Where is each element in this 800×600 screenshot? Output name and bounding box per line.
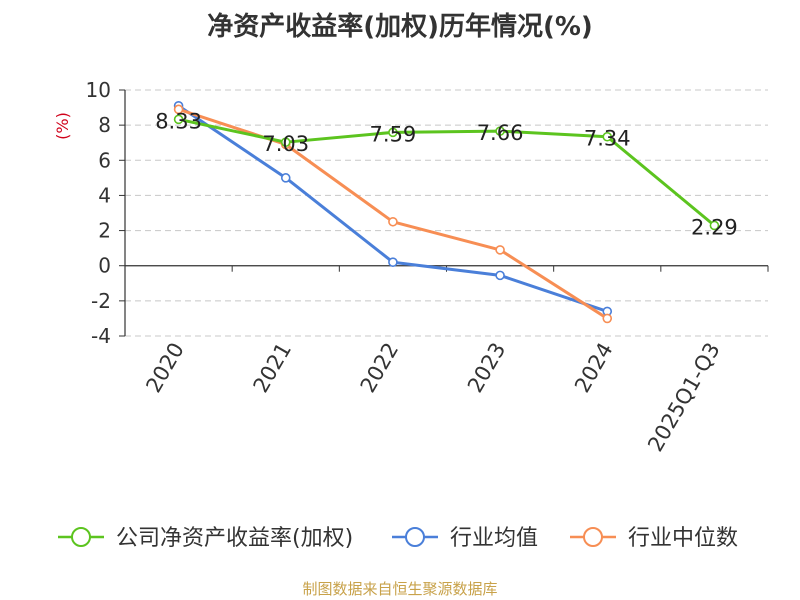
x-tick-label: 2022 xyxy=(356,339,404,397)
data-label: 2.29 xyxy=(691,215,738,239)
x-tick-label: 2021 xyxy=(249,339,297,397)
series-line xyxy=(178,117,716,227)
data-point xyxy=(495,270,505,281)
data-point xyxy=(602,313,613,324)
x-tick-label: 2023 xyxy=(463,339,511,397)
y-tick-label: -4 xyxy=(91,324,111,348)
data-label: 7.34 xyxy=(584,127,631,151)
legend-marker xyxy=(71,527,91,547)
y-tick-label: 2 xyxy=(98,219,111,243)
legend-marker xyxy=(405,527,425,547)
y-tick-label: 8 xyxy=(98,113,111,137)
grid-lines xyxy=(125,89,768,337)
data-point xyxy=(495,126,505,136)
y-tick-label: 10 xyxy=(86,78,111,102)
data-labels: 8.33 7.03 7.59 7.66 7.34 2.29 xyxy=(155,109,738,239)
x-tick-label: 2020 xyxy=(141,339,189,397)
data-label: 7.66 xyxy=(477,121,524,145)
chart-title: 净资产收益率(加权)历年情况(%) xyxy=(207,12,593,42)
data-point xyxy=(602,131,613,142)
y-tick-label: 6 xyxy=(98,148,111,172)
data-point xyxy=(388,127,398,138)
data-point xyxy=(280,137,291,147)
data-point xyxy=(388,257,398,268)
y-tick-label: 0 xyxy=(98,254,111,278)
data-label: 8.33 xyxy=(155,109,202,133)
data-point xyxy=(388,216,398,227)
data-point xyxy=(280,173,291,183)
source-note: 制图数据来自恒生聚源数据库 xyxy=(302,580,498,598)
data-label: 7.59 xyxy=(370,122,417,146)
legend-marker xyxy=(583,527,603,547)
data-point xyxy=(173,114,184,125)
data-point xyxy=(173,104,184,115)
legend-label: 行业中位数 xyxy=(628,526,738,551)
x-tick-label: 2024 xyxy=(570,339,618,397)
legend-label: 行业均值 xyxy=(450,526,538,551)
legend-label: 公司净资产收益率(加权) xyxy=(116,526,353,551)
y-axis-label: (%) xyxy=(53,112,72,140)
legend: 公司净资产收益率(加权) 行业均值 行业中位数 xyxy=(58,526,738,551)
x-tick-label: 2025Q1-Q3 xyxy=(643,339,725,456)
y-tick-label: 4 xyxy=(98,183,111,207)
data-point xyxy=(495,245,505,255)
series xyxy=(173,101,720,324)
y-tick-label: -2 xyxy=(91,289,111,313)
data-point xyxy=(709,220,720,231)
data-label: 7.03 xyxy=(262,132,309,156)
